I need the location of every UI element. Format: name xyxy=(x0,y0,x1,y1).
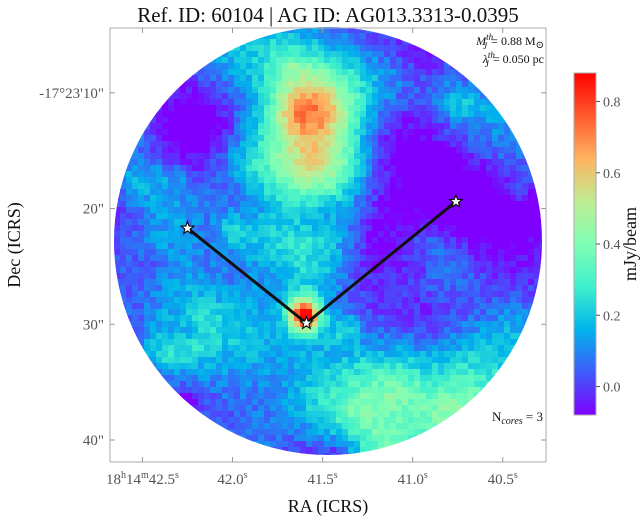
svg-text:Ncores = 3: Ncores = 3 xyxy=(492,409,543,427)
core-connections xyxy=(185,200,458,325)
x-tick-label: 18h14m42.5s xyxy=(106,470,179,488)
core-link xyxy=(304,200,458,325)
colorbar-ticks: 0.0 0.2 0.4 0.6 0.8 xyxy=(596,96,621,396)
y-axis-label: Dec (ICRS) xyxy=(4,202,25,287)
y-tick-label: 40" xyxy=(83,433,104,449)
intensity-map xyxy=(114,27,542,455)
x-axis-label: RA (ICRS) xyxy=(288,496,369,517)
plot-frame xyxy=(109,27,547,463)
core-star-marker xyxy=(179,220,196,235)
y-tick-label: -17°23'10" xyxy=(39,86,104,102)
core-star-marker xyxy=(448,193,464,209)
x-tick-label: 41.0s xyxy=(398,470,428,488)
colorbar-tick-label: 0.4 xyxy=(603,238,621,253)
colorbar-tick-label: 0.6 xyxy=(603,167,621,182)
colorbar xyxy=(573,72,597,416)
chart-title: Ref. ID: 60104 | AG ID: AG013.3313-0.039… xyxy=(137,3,519,27)
colorbar-tick-label: 0.2 xyxy=(603,309,621,324)
x-tick-label: 40.5s xyxy=(488,470,518,488)
colorbar-tick-label: 0.8 xyxy=(603,96,621,111)
y-axis-ticks: -17°23'10" 20" 30" 40" xyxy=(39,86,546,449)
ncores-annotation: Ncores = 3 xyxy=(492,409,543,427)
core-link xyxy=(185,226,308,325)
length-annotation: λth J = 0.050 pc xyxy=(482,50,544,69)
x-tick-label: 41.5s xyxy=(308,470,338,488)
mass-annotation: Mth J = 0.88 M⊙ xyxy=(475,32,544,51)
y-tick-label: 30" xyxy=(83,317,104,333)
x-axis-ticks: 18h14m42.5s 42.0s 41.5s 41.0s 40.5s xyxy=(106,28,518,488)
colorbar-label: mJy/beam xyxy=(620,207,640,281)
y-tick-label: 20" xyxy=(83,202,104,218)
core-star-marker xyxy=(298,314,315,330)
core-markers xyxy=(179,193,464,330)
x-tick-label: 42.0s xyxy=(217,470,247,488)
colorbar-tick-label: 0.0 xyxy=(603,381,621,396)
